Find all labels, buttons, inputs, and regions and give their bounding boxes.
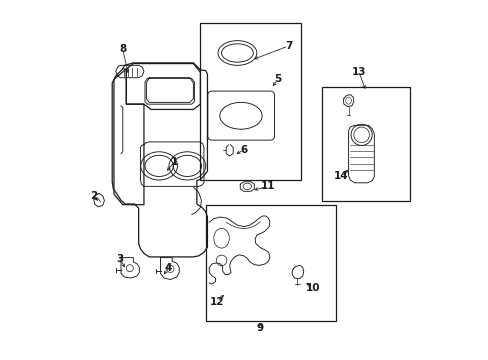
Text: 2: 2 xyxy=(90,191,97,201)
Text: 5: 5 xyxy=(274,75,281,85)
Text: 3: 3 xyxy=(117,255,123,264)
Bar xyxy=(205,205,336,321)
Bar xyxy=(200,23,300,180)
Text: 14: 14 xyxy=(333,171,348,181)
Text: 6: 6 xyxy=(240,145,247,155)
Text: 13: 13 xyxy=(351,67,366,77)
Text: 9: 9 xyxy=(256,323,264,333)
Text: 7: 7 xyxy=(285,41,292,51)
Text: 4: 4 xyxy=(164,263,171,273)
Text: 1: 1 xyxy=(170,157,177,167)
Text: 10: 10 xyxy=(305,283,320,293)
Text: 12: 12 xyxy=(209,297,224,307)
Text: 8: 8 xyxy=(119,45,126,54)
Text: 11: 11 xyxy=(261,181,275,192)
Bar xyxy=(322,86,409,201)
